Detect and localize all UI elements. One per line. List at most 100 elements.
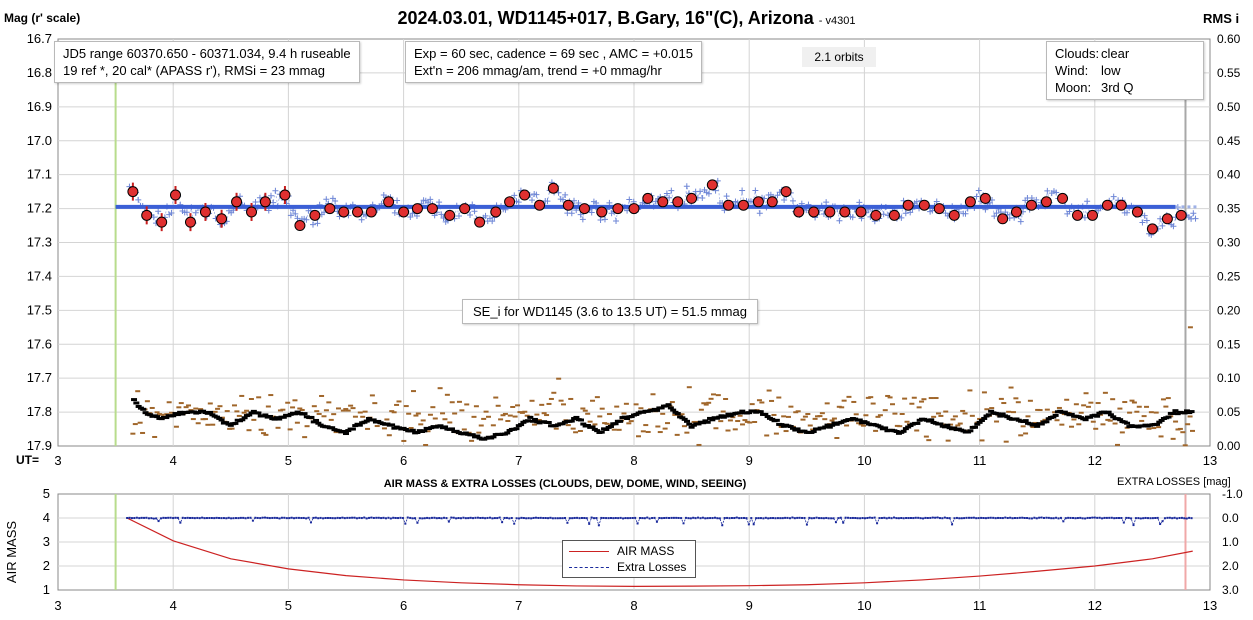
extra-losses-point [525, 517, 528, 520]
upper-x-tick-label: 10 [857, 453, 871, 468]
extra-losses-point [779, 517, 782, 520]
extra-losses-point [220, 517, 223, 520]
extra-losses-point [1156, 516, 1159, 519]
lower-x-tick-label: 11 [973, 598, 987, 613]
raw-data-point [427, 196, 434, 203]
upper-y-tick-label: 17.9 [27, 438, 52, 453]
moon-label: Moon: [1055, 80, 1092, 95]
extra-losses-point [813, 517, 816, 520]
extra-losses-point [518, 517, 521, 520]
raw-data-point [668, 187, 675, 194]
extra-losses-point [346, 516, 349, 519]
extra-losses-point [677, 516, 680, 519]
extra-losses-point [890, 517, 893, 520]
extra-losses-point [849, 517, 852, 520]
extra-losses-point [179, 521, 182, 524]
extra-losses-point [1125, 516, 1128, 519]
info-box-run: JD5 range 60370.650 - 60371.034, 9.4 h r… [54, 41, 360, 83]
extra-losses-point [629, 517, 632, 520]
raw-data-point [455, 213, 462, 220]
extra-losses-point [1062, 520, 1065, 523]
extra-losses-point [641, 517, 644, 520]
extra-losses-point [476, 516, 479, 519]
upper-y2-tick-label: 0.30 [1217, 236, 1241, 250]
extra-losses-point [264, 516, 267, 519]
extra-losses-point [1101, 517, 1104, 520]
upper-y-tick-label: 17.7 [27, 370, 52, 385]
raw-data-point [789, 197, 796, 204]
upper-x-tick-label: 8 [630, 453, 637, 468]
extra-losses-point [147, 517, 150, 520]
extra-losses-point [955, 516, 958, 519]
extra-losses-point [254, 516, 257, 519]
extra-losses-point [784, 516, 787, 519]
raw-data-point [849, 214, 856, 221]
raw-data-point [663, 190, 670, 197]
raw-data-point [358, 216, 365, 223]
extra-losses-point [1076, 517, 1079, 520]
extra-losses-point [776, 517, 779, 520]
extra-losses-point [692, 516, 695, 519]
raw-data-point [544, 198, 551, 205]
upper-y-tick-label: 17.4 [27, 268, 52, 283]
extra-losses-point [651, 517, 654, 520]
binned-data-point [657, 196, 669, 208]
info-box-exposure: Exp = 60 sec, cadence = 69 sec , AMC = +… [405, 41, 702, 83]
extra-losses-point [324, 516, 327, 519]
extra-losses-point [184, 517, 187, 520]
extra-losses-point [135, 516, 138, 519]
extra-losses-point [515, 517, 518, 520]
raw-data-point [781, 197, 788, 204]
extra-losses-point [856, 517, 859, 520]
extra-losses-point [343, 517, 346, 520]
raw-data-point [880, 211, 887, 218]
extra-losses-point [186, 516, 189, 519]
raw-data-point [1081, 214, 1088, 221]
extra-losses-point [605, 517, 608, 520]
raw-data-point [913, 198, 920, 205]
extra-losses-point [251, 519, 254, 522]
extra-losses-point [1105, 516, 1108, 519]
extra-losses-point [159, 517, 162, 520]
binned-data-point [1025, 199, 1037, 211]
extra-losses-point [801, 516, 804, 519]
extra-losses-point [481, 516, 484, 519]
binned-data-point [1146, 223, 1158, 235]
extra-losses-point [522, 517, 525, 520]
raw-data-point [489, 218, 496, 225]
raw-data-point [292, 210, 299, 217]
extra-losses-point [1081, 517, 1084, 520]
extra-losses-point [474, 516, 477, 519]
upper-x-tick-label: 3 [54, 453, 61, 468]
extra-losses-point [680, 517, 683, 520]
extra-losses-point [307, 516, 310, 519]
extra-losses-point [626, 517, 629, 520]
extra-losses-point [1026, 517, 1029, 520]
extra-losses-point [501, 521, 504, 524]
extra-losses-point [554, 517, 557, 520]
upper-x-tick-label: 13 [1203, 453, 1217, 468]
extra-losses-point [646, 516, 649, 519]
extra-losses-point [909, 516, 912, 519]
extra-losses-point [984, 517, 987, 520]
extra-losses-point [759, 517, 762, 520]
extra-losses-point [922, 517, 925, 520]
extra-losses-point [980, 516, 983, 519]
extra-losses-point [1108, 516, 1111, 519]
extra-losses-point [1067, 516, 1070, 519]
extra-losses-point [912, 517, 915, 520]
extra-losses-point [863, 517, 866, 520]
extra-losses-point [1132, 524, 1135, 527]
extra-losses-point [406, 516, 409, 519]
extra-losses-point [547, 517, 550, 520]
extra-losses-point [247, 516, 250, 519]
raw-data-point [533, 191, 540, 198]
extra-losses-point [977, 517, 980, 520]
lower-x-tick-label: 9 [746, 598, 753, 613]
extra-losses-point [866, 516, 869, 519]
extra-losses-point [496, 517, 499, 520]
extra-losses-point [723, 517, 726, 520]
extra-losses-point [951, 523, 954, 526]
extra-losses-point [1142, 517, 1145, 520]
extra-losses-point [1074, 517, 1077, 520]
